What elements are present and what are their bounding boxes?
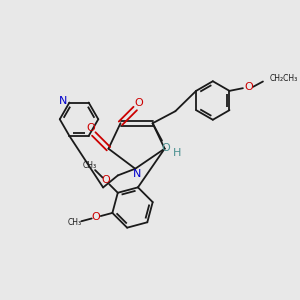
Text: O: O <box>86 123 95 133</box>
Text: N: N <box>133 169 142 179</box>
Text: O: O <box>162 143 170 153</box>
Text: CH₃: CH₃ <box>83 161 97 170</box>
Text: H: H <box>173 148 182 158</box>
Text: O: O <box>101 176 110 185</box>
Text: CH₃: CH₃ <box>67 218 82 227</box>
Text: N: N <box>59 96 68 106</box>
Text: CH₂CH₃: CH₂CH₃ <box>270 74 298 82</box>
Text: O: O <box>244 82 253 92</box>
Text: O: O <box>91 212 100 222</box>
Text: O: O <box>134 98 143 108</box>
